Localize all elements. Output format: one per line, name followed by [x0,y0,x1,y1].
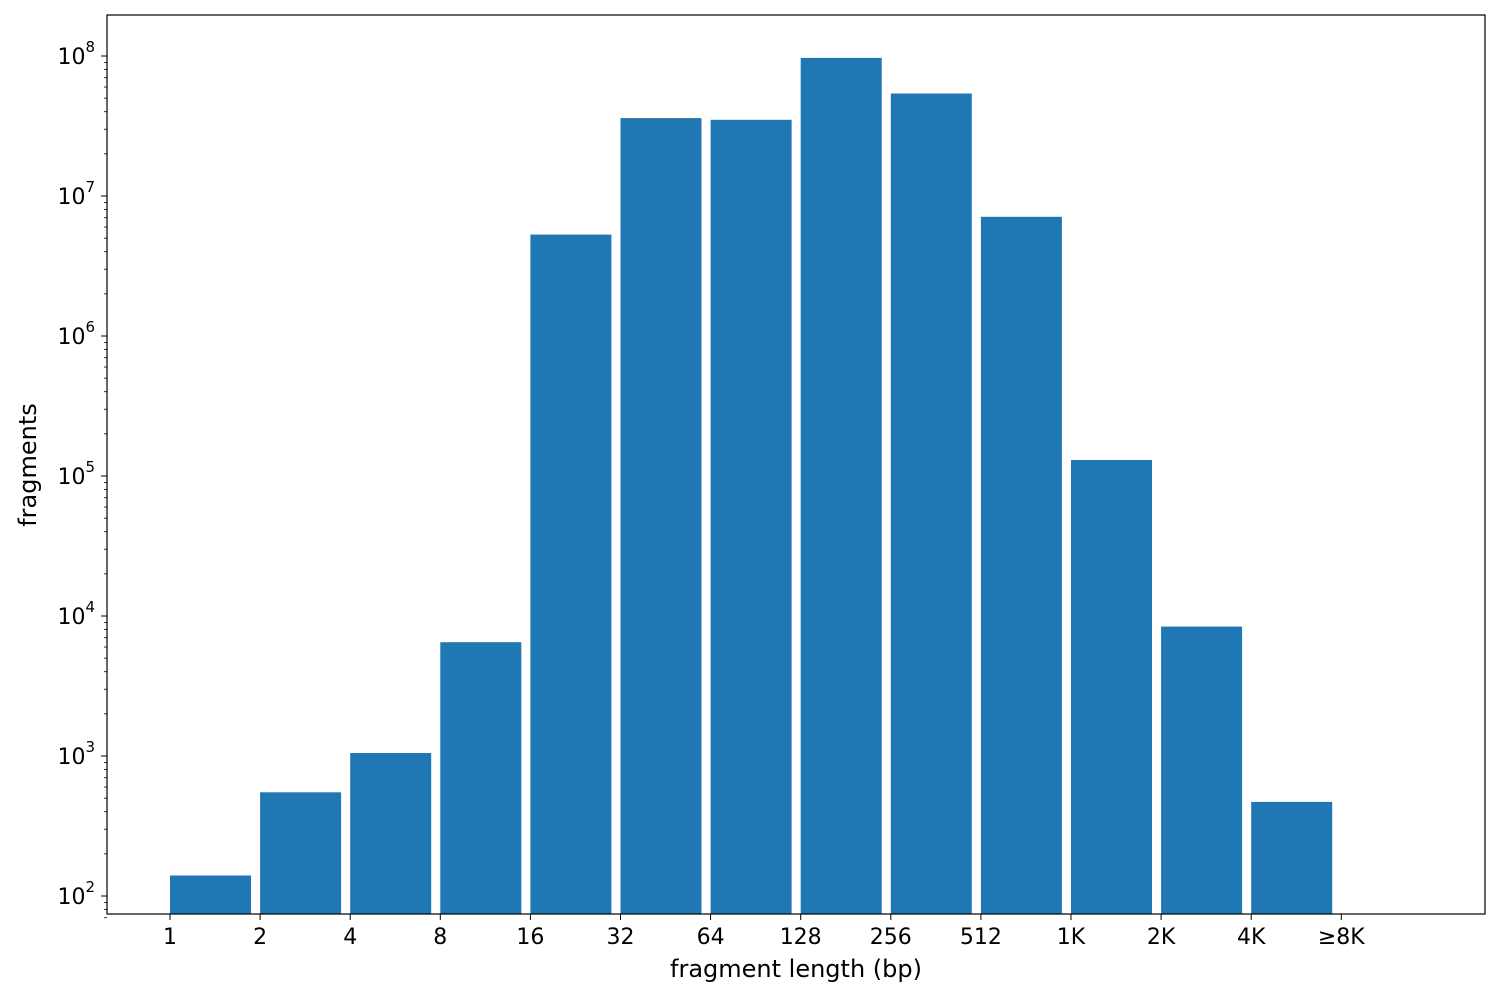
x-tick-label: 4K [1237,925,1266,950]
plot-area [107,15,1485,914]
x-tick-label: 16 [516,925,544,950]
y-axis-title: fragments [14,403,42,527]
y-tick-label: 108 [57,38,95,70]
x-tick-label: 32 [607,925,635,950]
bar-2 [350,753,432,914]
bar-8 [890,93,972,914]
bar-0 [170,875,251,914]
x-tick-label: 8 [433,925,447,950]
plot-frame [106,14,1486,915]
y-tick-label: 103 [57,738,95,770]
bar-5 [620,118,702,915]
x-tick-label: 1K [1057,925,1086,950]
bar-9 [980,216,1062,915]
y-tick-label: 107 [57,178,95,210]
x-axis-ticks: 1 2 4 8 16 32 64 128 256 512 1K 2K 4K ≥8K [163,914,1365,950]
x-tick-label: 128 [780,925,822,950]
y-axis-ticks: 102 103 104 105 106 107 108 [57,38,107,919]
y-tick-label: 102 [57,878,95,910]
x-tick-label: ≥8K [1318,925,1365,950]
x-tick-label: 64 [697,925,725,950]
bars-group [170,57,1333,915]
x-tick-label: 2 [253,925,267,950]
y-tick-label: 106 [57,318,95,350]
bar-3 [440,642,522,914]
y-tick-label: 104 [57,598,95,630]
x-tick-label: 512 [960,925,1002,950]
bar-4 [530,234,612,915]
y-tick-label: 105 [57,458,95,490]
bar-12 [1251,801,1333,914]
x-tick-label: 256 [870,925,912,950]
bar-10 [1071,460,1152,914]
x-axis-title: fragment length (bp) [670,955,922,983]
x-tick-label: 1 [163,925,177,950]
bar-7 [800,57,882,914]
bar-11 [1161,626,1243,914]
x-tick-label: 4 [343,925,357,950]
bar-6 [710,119,792,915]
bar-1 [260,792,342,914]
x-tick-label: 2K [1147,925,1176,950]
